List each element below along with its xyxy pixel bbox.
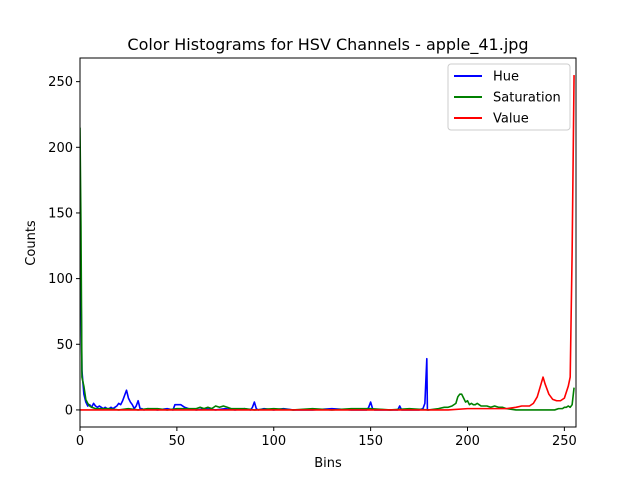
y-axis: 0 50 100 150 200 250 [48, 75, 80, 418]
y-tick-label: 150 [48, 206, 73, 221]
y-axis-label: Counts [24, 220, 39, 266]
legend-label-saturation: Saturation [493, 91, 561, 106]
x-tick-label: 100 [261, 434, 286, 449]
series-line-hue [80, 199, 429, 411]
series-layer [80, 75, 575, 411]
legend-box [447, 63, 571, 131]
y-tick-label: 250 [48, 75, 73, 90]
x-tick-label: 200 [455, 434, 480, 449]
legend-label-hue: Hue [493, 70, 519, 85]
x-axis: 0 50 100 150 200 250 [76, 427, 577, 449]
legend: Hue Saturation Value [447, 63, 571, 131]
x-tick-label: 250 [552, 434, 577, 449]
x-tick-label: 150 [358, 434, 383, 449]
x-tick-label: 50 [169, 434, 186, 449]
x-tick-label: 0 [76, 434, 84, 449]
chart-title: Color Histograms for HSV Channels - appl… [127, 35, 528, 55]
y-tick-label: 50 [56, 338, 73, 353]
x-axis-label: Bins [314, 456, 342, 471]
series-line-value [80, 75, 575, 411]
plot-frame [79, 57, 577, 428]
y-tick-label: 100 [48, 272, 73, 287]
y-tick-label: 0 [65, 403, 73, 418]
y-tick-label: 200 [48, 141, 73, 156]
legend-label-value: Value [493, 112, 529, 127]
